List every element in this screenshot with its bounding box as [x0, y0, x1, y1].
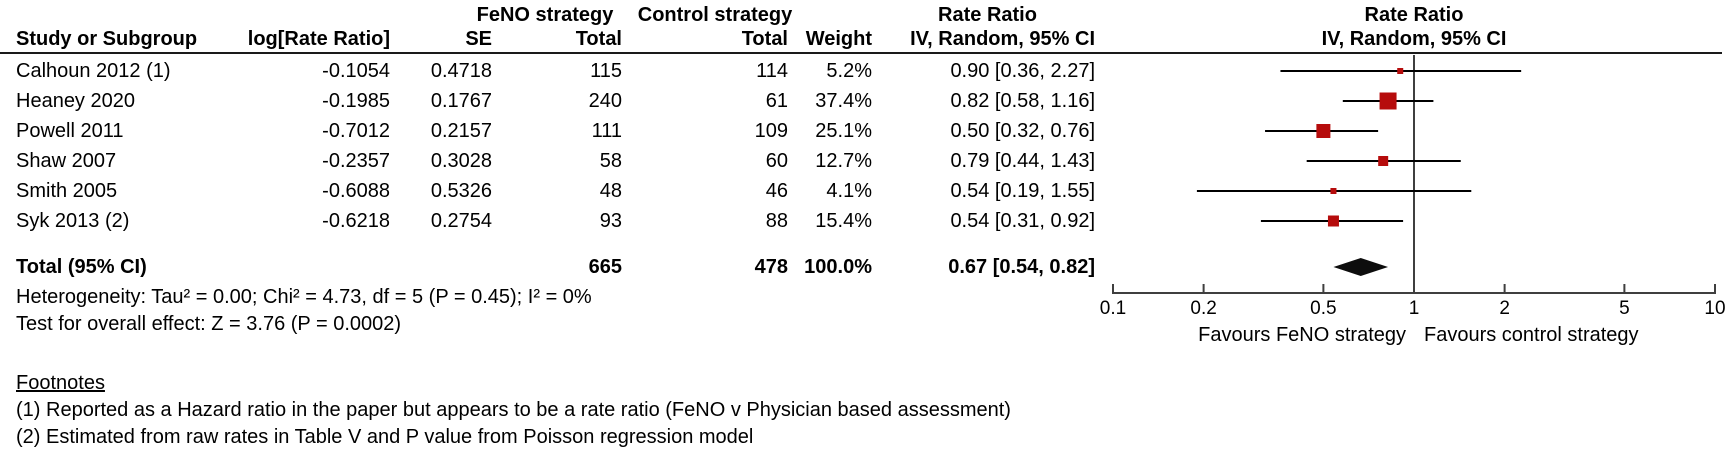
col-header-log-rate-ratio: log[Rate Ratio]: [247, 28, 390, 50]
cell-rate-ratio-ci: 0.54 [0.19, 1.55]: [950, 180, 1095, 202]
study-row: Syk 2013 (2) -0.6218 0.2754 93 88 15.4% …: [0, 206, 1110, 236]
cell-study-name: Shaw 2007: [16, 150, 117, 172]
col-header-study: Study or Subgroup: [16, 28, 198, 50]
cell-feno-total: 48: [599, 180, 622, 202]
cell-control-total: 61: [765, 90, 788, 112]
effect-size-marker: [1327, 215, 1339, 227]
effect-size-marker: [1330, 188, 1337, 194]
effect-size-marker: [1379, 92, 1397, 110]
cell-total-ci: 0.67 [0.54, 0.82]: [948, 256, 1095, 278]
axis-tick-label: 0.5: [1310, 298, 1336, 319]
axis-tick-label: 5: [1619, 298, 1630, 319]
cell-rate-ratio-ci: 0.50 [0.32, 0.76]: [950, 120, 1095, 142]
cell-total-control: 478: [754, 256, 788, 278]
cell-log-rate-ratio: -0.2357: [322, 150, 390, 172]
cell-weight: 15.4%: [815, 210, 872, 232]
cell-control-total: 114: [756, 60, 788, 82]
favours-left-label: Favours FeNO strategy: [1198, 324, 1406, 346]
total-row: Total (95% CI) 665 478 100.0% 0.67 [0.54…: [0, 252, 1110, 282]
cell-weight: 12.7%: [815, 150, 872, 172]
cell-total-weight: 100.0%: [804, 256, 872, 278]
cell-control-total: 109: [754, 120, 788, 142]
cell-study-name: Powell 2011: [16, 120, 124, 142]
cell-log-rate-ratio: -0.1985: [322, 90, 390, 112]
study-row: Powell 2011 -0.7012 0.2157 111 109 25.1%…: [0, 116, 1110, 146]
effect-size-marker: [1316, 124, 1331, 138]
cell-study-name: Heaney 2020: [16, 90, 135, 112]
cell-rate-ratio-ci: 0.79 [0.44, 1.43]: [950, 150, 1095, 172]
cell-rate-ratio-ci: 0.82 [0.58, 1.16]: [950, 90, 1095, 112]
cell-se: 0.2754: [430, 210, 492, 232]
col-header-rate-ratio-table: Rate Ratio: [938, 4, 1037, 26]
footnote-item: (1) Reported as a Hazard ratio in the pa…: [16, 399, 1011, 421]
cell-weight: 5.2%: [826, 60, 872, 82]
study-row: Shaw 2007 -0.2357 0.3028 58 60 12.7% 0.7…: [0, 146, 1110, 176]
cell-feno-total: 93: [599, 210, 622, 232]
plot-header-ci-method: IV, Random, 95% CI: [1321, 28, 1507, 50]
cell-total-feno: 665: [588, 256, 622, 278]
cell-log-rate-ratio: -0.1054: [322, 60, 390, 82]
header-divider: [0, 52, 1722, 54]
cell-se: 0.5326: [430, 180, 492, 202]
axis-tick-label: 0.2: [1190, 298, 1216, 319]
effect-size-marker: [1378, 156, 1389, 166]
heterogeneity-text: Heterogeneity: Tau² = 0.00; Chi² = 4.73,…: [16, 286, 592, 308]
cell-study-name: Calhoun 2012 (1): [16, 60, 171, 82]
overall-effect-text: Test for overall effect: Z = 3.76 (P = 0…: [16, 313, 402, 335]
summary-diamond: [1333, 258, 1389, 276]
cell-se: 0.1767: [430, 90, 492, 112]
cell-feno-total: 58: [599, 150, 622, 172]
cell-weight: 4.1%: [826, 180, 872, 202]
cell-feno-total: 115: [590, 60, 622, 82]
axis-tick-label: 1: [1409, 298, 1420, 319]
cell-log-rate-ratio: -0.6088: [322, 180, 390, 202]
col-header-se: SE: [465, 28, 492, 50]
effect-size-marker: [1397, 68, 1404, 74]
cell-feno-total: 111: [591, 120, 622, 142]
cell-weight: 37.4%: [815, 90, 872, 112]
study-row: Heaney 2020 -0.1985 0.1767 240 61 37.4% …: [0, 86, 1110, 116]
study-row: Smith 2005 -0.6088 0.5326 48 46 4.1% 0.5…: [0, 176, 1110, 206]
cell-rate-ratio-ci: 0.54 [0.31, 0.92]: [950, 210, 1095, 232]
cell-rate-ratio-ci: 0.90 [0.36, 2.27]: [950, 60, 1095, 82]
plot-header-rate-ratio: Rate Ratio: [1364, 4, 1464, 26]
axis-tick-label: 2: [1499, 298, 1510, 319]
cell-se: 0.2157: [430, 120, 492, 142]
cell-study-name: Smith 2005: [16, 180, 118, 202]
axis-tick-label: 0.1: [1100, 298, 1126, 319]
favours-right-label: Favours control strategy: [1424, 324, 1639, 346]
cell-study-name: Syk 2013 (2): [16, 210, 130, 232]
cell-feno-total: 240: [588, 90, 622, 112]
col-header-ci-method-table: IV, Random, 95% CI: [910, 28, 1095, 50]
cell-total-label: Total (95% CI): [16, 256, 147, 278]
cell-control-total: 88: [765, 210, 788, 232]
cell-se: 0.3028: [430, 150, 492, 172]
col-header-control-total: Total: [741, 28, 788, 50]
cell-control-total: 46: [765, 180, 788, 202]
col-header-control-strategy: Control strategy: [637, 4, 793, 26]
cell-se: 0.4718: [430, 60, 492, 82]
cell-weight: 25.1%: [815, 120, 872, 142]
cell-log-rate-ratio: -0.6218: [322, 210, 390, 232]
axis-tick-label: 10: [1704, 298, 1725, 319]
col-header-weight: Weight: [805, 28, 872, 50]
study-row: Calhoun 2012 (1) -0.1054 0.4718 115 114 …: [0, 56, 1110, 86]
col-header-feno-strategy: FeNO strategy: [476, 4, 614, 26]
cell-control-total: 60: [765, 150, 788, 172]
col-header-feno-total: Total: [575, 28, 622, 50]
footnotes-heading: Footnotes: [16, 372, 105, 394]
footnote-item: (2) Estimated from raw rates in Table V …: [16, 426, 754, 448]
cell-log-rate-ratio: -0.7012: [322, 120, 390, 142]
